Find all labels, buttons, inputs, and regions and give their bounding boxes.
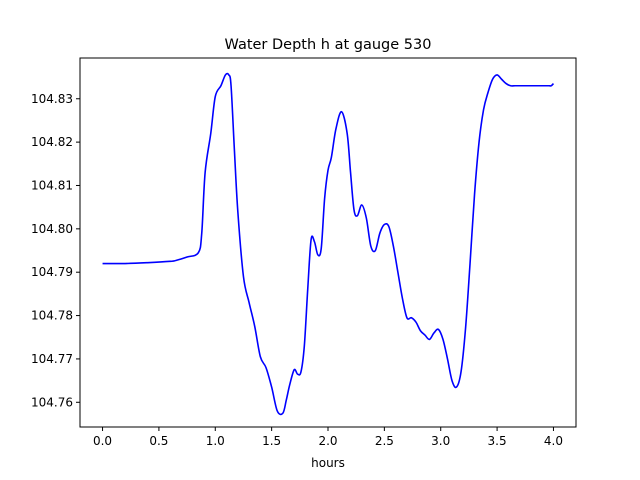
y-tick-label: 104.77 — [31, 352, 73, 366]
y-tick-label: 104.83 — [31, 92, 73, 106]
y-tick-label: 104.80 — [31, 222, 73, 236]
y-tick-label: 104.81 — [31, 178, 73, 192]
x-tick-label: 2.5 — [375, 434, 394, 448]
y-tick-label: 104.82 — [31, 135, 73, 149]
plot-frame — [79, 57, 577, 428]
x-tick-label: 0.0 — [93, 434, 112, 448]
x-tick-label: 3.0 — [431, 434, 450, 448]
x-tick-label: 1.0 — [206, 434, 225, 448]
plot-area — [102, 72, 555, 416]
series-line-0 — [102, 72, 555, 416]
x-axis: 0.0 0.5 1.0 1.5 2.0 2.5 3.0 3.5 4.0 — [93, 427, 563, 448]
x-tick-label: 3.5 — [488, 434, 507, 448]
x-tick-label: 4.0 — [544, 434, 563, 448]
x-tick-label: 2.0 — [318, 434, 337, 448]
x-tick-label: 1.5 — [262, 434, 281, 448]
x-tick-label: 0.5 — [149, 434, 168, 448]
y-tick-label: 104.78 — [31, 309, 73, 323]
y-axis: 104.76 104.77 104.78 104.79 104.80 104.81 104.… — [31, 92, 80, 409]
x-axis-label: hours — [311, 456, 345, 470]
y-tick-label: 104.79 — [31, 265, 73, 279]
y-tick-label: 104.76 — [31, 395, 73, 409]
chart-title: Water Depth h at gauge 530 — [225, 37, 432, 53]
